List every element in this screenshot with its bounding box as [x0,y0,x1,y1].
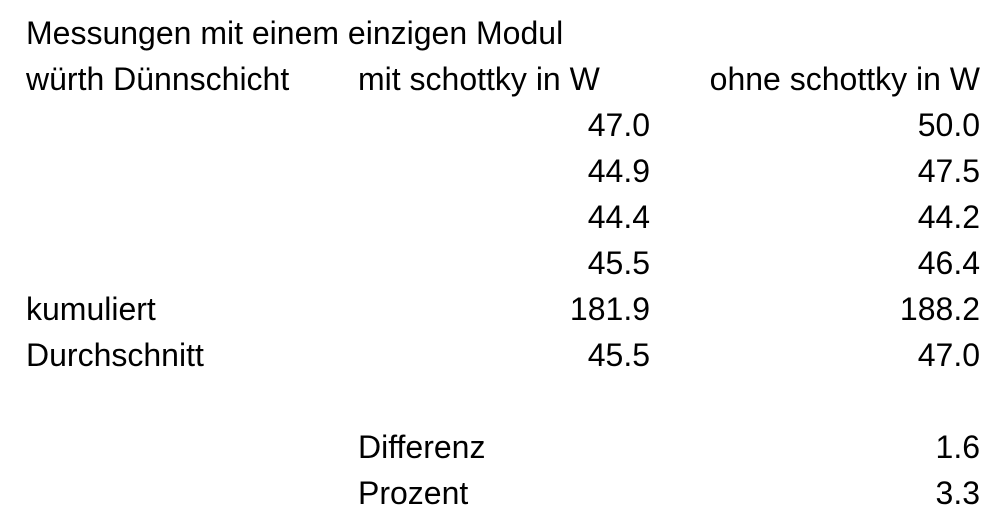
header-without-schottky: ohne schottky in W [709,61,980,97]
value-with-schottky: 45.5 [587,245,650,281]
table-row: 45.5 46.4 [0,240,1008,286]
value-without-schottky: 46.4 [917,245,980,281]
header-module-label: würth Dünnschicht [26,61,290,97]
table-row: 47.0 50.0 [0,102,1008,148]
table-row: 44.4 44.2 [0,194,1008,240]
difference-label: Differenz [358,429,486,465]
spreadsheet-table: Messungen mit einem einzigen Modul würth… [0,10,1008,516]
value-without-schottky: 47.5 [917,153,980,189]
average-with-schottky: 45.5 [587,337,650,373]
title-row: Messungen mit einem einzigen Modul [0,10,1008,56]
header-with-schottky: mit schottky in W [358,61,600,97]
value-without-schottky: 50.0 [917,107,980,143]
difference-row: Differenz 1.6 [0,424,1008,470]
percent-value: 3.3 [935,475,980,511]
average-row: Durchschnitt 45.5 47.0 [0,332,1008,378]
value-with-schottky: 44.4 [587,199,650,235]
difference-value: 1.6 [935,429,980,465]
empty-row [0,378,1008,424]
percent-label: Prozent [358,475,469,511]
header-row: würth Dünnschicht mit schottky in W ohne… [0,56,1008,102]
value-with-schottky: 44.9 [587,153,650,189]
table-title: Messungen mit einem einzigen Modul [26,15,564,51]
cumulative-without-schottky: 188.2 [899,291,980,327]
average-without-schottky: 47.0 [917,337,980,373]
value-with-schottky: 47.0 [587,107,650,143]
cumulative-row: kumuliert 181.9 188.2 [0,286,1008,332]
cumulative-with-schottky: 181.9 [569,291,650,327]
value-without-schottky: 44.2 [917,199,980,235]
cumulative-label: kumuliert [26,291,156,327]
table-row: 44.9 47.5 [0,148,1008,194]
percent-row: Prozent 3.3 [0,470,1008,516]
average-label: Durchschnitt [26,337,204,373]
